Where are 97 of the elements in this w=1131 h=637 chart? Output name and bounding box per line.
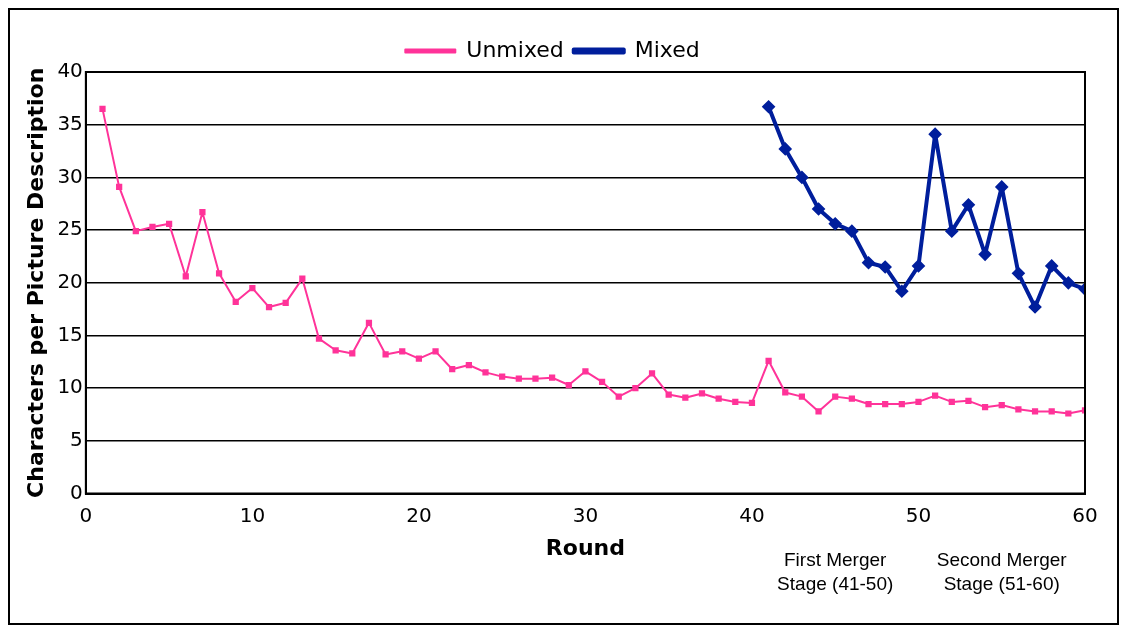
legend-label: Mixed bbox=[634, 36, 700, 62]
point bbox=[798, 393, 806, 400]
y-axis-title: Characters per Picture Description bbox=[22, 67, 48, 498]
point bbox=[748, 399, 756, 407]
point bbox=[499, 373, 506, 380]
point bbox=[99, 105, 106, 113]
point bbox=[715, 395, 722, 402]
point bbox=[215, 270, 223, 277]
point bbox=[449, 366, 456, 373]
x-axis-title: Round bbox=[545, 534, 625, 560]
point bbox=[1012, 267, 1025, 280]
point bbox=[795, 171, 808, 184]
point bbox=[981, 404, 989, 411]
point bbox=[829, 217, 842, 230]
x-tick-label: 10 bbox=[239, 502, 266, 527]
point bbox=[182, 273, 189, 280]
point bbox=[615, 393, 622, 400]
y-tick-label: 10 bbox=[57, 374, 83, 399]
point bbox=[565, 381, 572, 389]
point bbox=[116, 183, 123, 191]
point bbox=[862, 256, 875, 269]
point bbox=[349, 350, 356, 357]
point bbox=[465, 361, 472, 369]
point bbox=[865, 400, 872, 408]
point bbox=[998, 401, 1005, 409]
y-tick-label: 25 bbox=[57, 216, 83, 241]
point bbox=[912, 259, 925, 272]
point bbox=[995, 180, 1008, 193]
point bbox=[845, 225, 858, 238]
point bbox=[698, 390, 706, 397]
point bbox=[199, 209, 206, 216]
point bbox=[315, 335, 323, 342]
y-tick-label: 30 bbox=[57, 163, 83, 188]
y-tick-label: 5 bbox=[70, 427, 83, 452]
x-tick-label: 50 bbox=[905, 502, 932, 527]
point bbox=[915, 398, 922, 406]
point bbox=[1029, 301, 1042, 314]
y-tick-label: 15 bbox=[57, 321, 83, 346]
point bbox=[399, 348, 406, 355]
point bbox=[232, 298, 239, 305]
point bbox=[1048, 408, 1055, 415]
point bbox=[895, 285, 908, 298]
point bbox=[299, 275, 306, 282]
point bbox=[549, 374, 556, 381]
point bbox=[249, 284, 256, 292]
point bbox=[682, 394, 689, 401]
point bbox=[1062, 276, 1075, 289]
y-tick-label: 20 bbox=[57, 269, 83, 293]
point bbox=[898, 400, 905, 408]
x-tick-label: 20 bbox=[406, 502, 432, 527]
point bbox=[265, 303, 273, 311]
point bbox=[1015, 406, 1022, 413]
point bbox=[648, 370, 656, 377]
point bbox=[1065, 410, 1072, 417]
point bbox=[165, 220, 173, 227]
point bbox=[812, 203, 825, 216]
point bbox=[632, 385, 639, 392]
point bbox=[832, 393, 839, 400]
legend-label: Unmixed bbox=[466, 36, 564, 62]
point bbox=[1031, 408, 1039, 415]
point bbox=[732, 398, 739, 406]
point bbox=[782, 389, 789, 396]
y-tick-label: 35 bbox=[57, 110, 83, 135]
point bbox=[415, 355, 423, 362]
point bbox=[762, 100, 775, 113]
point bbox=[779, 142, 792, 155]
point bbox=[932, 392, 939, 399]
point bbox=[132, 228, 139, 235]
x-tick-label: 40 bbox=[739, 502, 765, 527]
point bbox=[965, 397, 972, 404]
point bbox=[765, 357, 772, 364]
y-tick-label: 0 bbox=[70, 479, 83, 504]
point bbox=[665, 391, 672, 398]
point bbox=[365, 319, 373, 326]
point bbox=[532, 375, 539, 382]
x-tick-label: 30 bbox=[572, 502, 599, 527]
text: First Merger Stage (41-50) bbox=[777, 549, 894, 595]
point bbox=[1045, 259, 1058, 272]
text: Second Merger Stage (51-60) bbox=[936, 549, 1068, 595]
point bbox=[515, 375, 522, 382]
x-tick-label: 60 bbox=[1072, 502, 1098, 527]
point bbox=[149, 223, 156, 231]
point bbox=[848, 395, 855, 402]
point bbox=[282, 299, 289, 306]
point bbox=[882, 400, 889, 408]
point bbox=[962, 198, 975, 211]
point bbox=[432, 348, 439, 355]
point bbox=[482, 369, 489, 376]
point bbox=[382, 351, 389, 358]
point bbox=[582, 368, 589, 375]
point bbox=[948, 398, 955, 406]
point bbox=[598, 378, 606, 385]
point bbox=[815, 408, 822, 415]
point bbox=[945, 225, 958, 238]
point bbox=[332, 347, 339, 354]
point bbox=[879, 260, 892, 273]
y-tick-label: 40 bbox=[57, 58, 83, 83]
